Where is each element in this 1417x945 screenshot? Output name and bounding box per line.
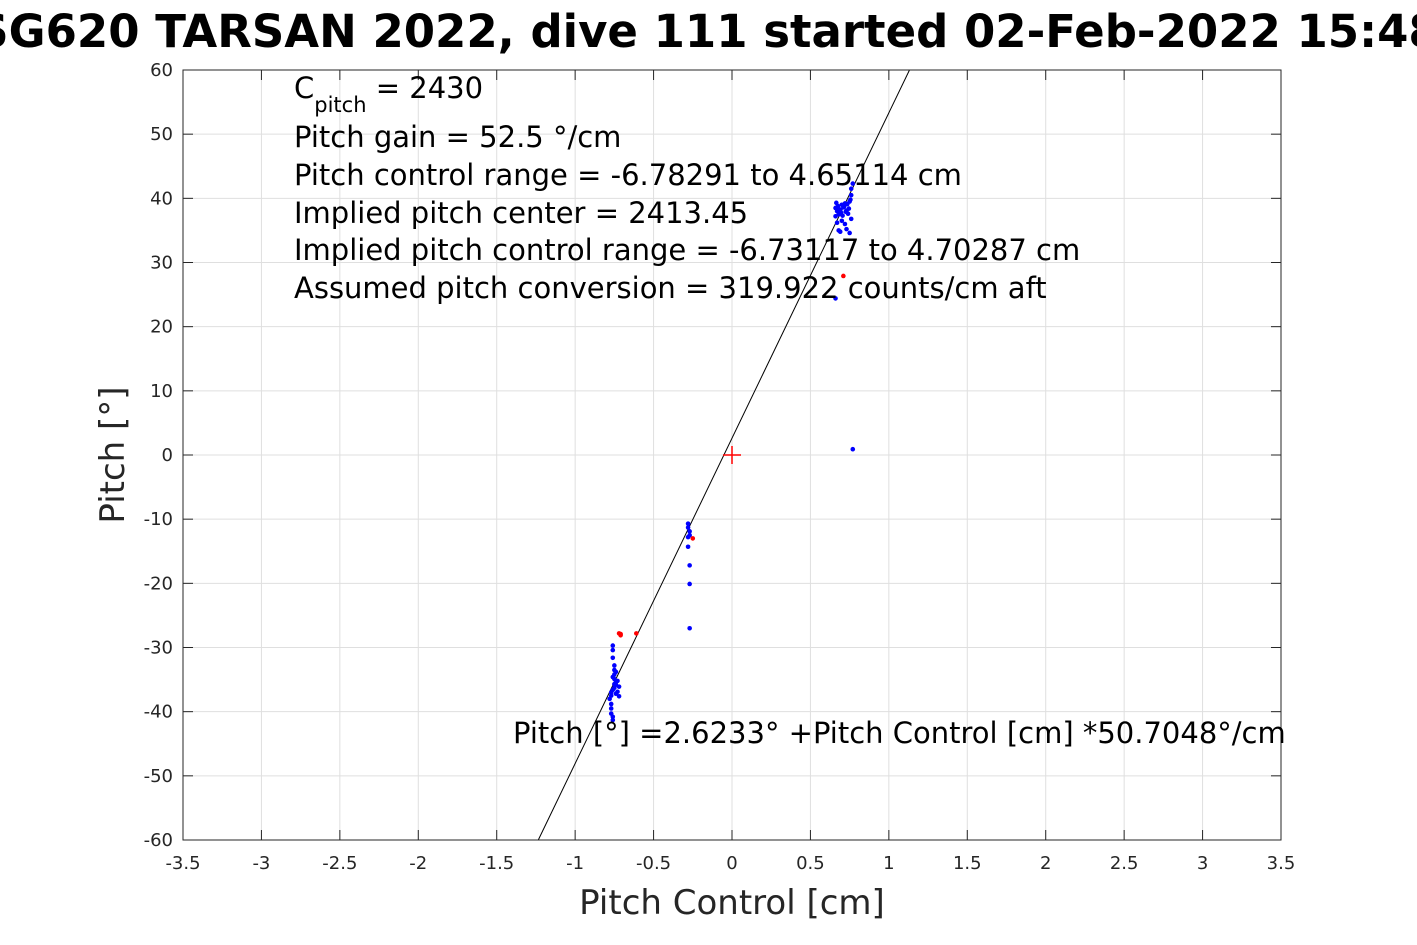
- x-tick-label: -0.5: [636, 853, 671, 874]
- y-tick-label: -20: [144, 573, 173, 594]
- data-point-blue: [833, 296, 838, 301]
- y-axis-label: Pitch [°]: [93, 386, 133, 523]
- data-point-blue: [616, 693, 622, 699]
- data-point-blue: [613, 669, 619, 675]
- data-point-blue: [612, 681, 617, 687]
- data-point-blue: [841, 204, 847, 209]
- x-tick-label: 0: [726, 853, 737, 874]
- data-point-blue: [610, 655, 616, 661]
- data-point-blue: [839, 218, 845, 224]
- y-tick-label: -10: [144, 509, 173, 530]
- data-point-blue: [687, 581, 692, 587]
- data-point-blue: [613, 691, 619, 696]
- x-tick-label: 0.5: [796, 853, 825, 874]
- axis-ticks: -3.5 -3 -2.5 -2 -1.5 -1 -0.5 0 0.5 1 1.5 2 2.5 3 3.5 60…: [144, 60, 1296, 874]
- x-tick-label: -3.5: [165, 853, 200, 874]
- implied-range-annotation: Implied pitch control range = -6.73117 t…: [294, 233, 1080, 267]
- implied-center-annotation: Implied pitch center = 2413.45: [294, 196, 748, 230]
- data-point-blue: [848, 192, 854, 198]
- data-point-blue: [837, 229, 843, 234]
- y-tick-label: 50: [150, 124, 173, 145]
- data-point-blue: [610, 674, 616, 680]
- data-point-blue: [840, 213, 845, 218]
- data-point-blue: [685, 534, 691, 540]
- data-point-blue: [848, 216, 854, 222]
- x-tick-label: -3: [252, 853, 270, 874]
- assumed-conversion-annotation: Assumed pitch conversion = 319.922 count…: [294, 271, 1047, 305]
- x-tick-label: 3.5: [1267, 853, 1296, 874]
- data-point-blue: [850, 446, 856, 452]
- x-tick-label: -2.5: [322, 853, 357, 874]
- y-tick-label: 30: [150, 253, 173, 274]
- y-tick-label: -40: [144, 702, 173, 723]
- data-point-blue: [833, 214, 838, 219]
- data-point-blue: [687, 563, 692, 568]
- data-point-blue: [610, 714, 616, 720]
- data-point-blue: [685, 544, 691, 550]
- center-marker-group: [723, 446, 741, 464]
- data-point-blue: [844, 226, 849, 232]
- y-tick-label: 0: [162, 445, 173, 466]
- data-point-red: [841, 273, 846, 279]
- x-tick-label: -2: [409, 853, 427, 874]
- data-point-blue: [834, 220, 840, 226]
- data-point-blue: [685, 521, 691, 526]
- data-point-blue: [607, 696, 612, 702]
- data-point-red: [690, 536, 696, 541]
- data-point-red: [634, 631, 639, 636]
- data-point-blue: [687, 625, 692, 631]
- y-tick-label: -60: [144, 830, 173, 851]
- data-point-blue: [846, 206, 852, 211]
- data-point-blue: [610, 643, 616, 648]
- y-tick-label: 40: [150, 188, 173, 209]
- control-range-annotation: Pitch control range = -6.78291 to 4.6511…: [294, 158, 962, 192]
- data-point-blue: [844, 201, 850, 207]
- data-point-blue: [848, 186, 854, 192]
- data-point-blue: [612, 663, 617, 668]
- data-point-blue: [608, 706, 614, 711]
- data-point-blue: [616, 684, 622, 689]
- data-point-blue: [848, 197, 853, 202]
- data-point-red: [618, 633, 623, 638]
- fit-equation-annotation: Pitch [°] =2.6233° +Pitch Control [cm] *…: [513, 716, 1286, 750]
- chart-title: SG620 TARSAN 2022, dive 111 started 02-F…: [0, 5, 1417, 58]
- data-point-blue: [847, 230, 852, 236]
- data-points: [607, 181, 856, 723]
- data-point-blue: [610, 717, 616, 723]
- data-point-blue: [610, 647, 616, 653]
- pitch-gain-annotation: Pitch gain = 52.5 °/cm: [294, 120, 621, 154]
- x-axis-label: Pitch Control [cm]: [579, 883, 885, 923]
- data-point-blue: [608, 690, 614, 695]
- data-point-blue: [850, 181, 856, 186]
- data-point-blue: [615, 678, 620, 684]
- data-point-blue: [685, 525, 691, 530]
- y-tick-label: 10: [150, 381, 173, 402]
- c-pitch-annotation: Cpitch = 2430: [294, 71, 483, 117]
- x-tick-label: 2: [1040, 853, 1051, 874]
- data-point-blue: [843, 209, 849, 215]
- x-tick-label: 2.5: [1110, 853, 1139, 874]
- y-tick-label: 20: [150, 317, 173, 338]
- x-tick-label: -1: [566, 853, 584, 874]
- y-tick-label: -30: [144, 638, 173, 659]
- x-tick-label: -1.5: [479, 853, 514, 874]
- data-point-blue: [687, 529, 692, 534]
- x-tick-label: 1.5: [953, 853, 982, 874]
- x-tick-label: 3: [1197, 853, 1208, 874]
- data-point-blue: [608, 701, 614, 707]
- data-point-blue: [842, 221, 848, 227]
- y-tick-label: 60: [150, 60, 173, 81]
- y-tick-label: -50: [144, 766, 173, 787]
- x-tick-label: 1: [883, 853, 894, 874]
